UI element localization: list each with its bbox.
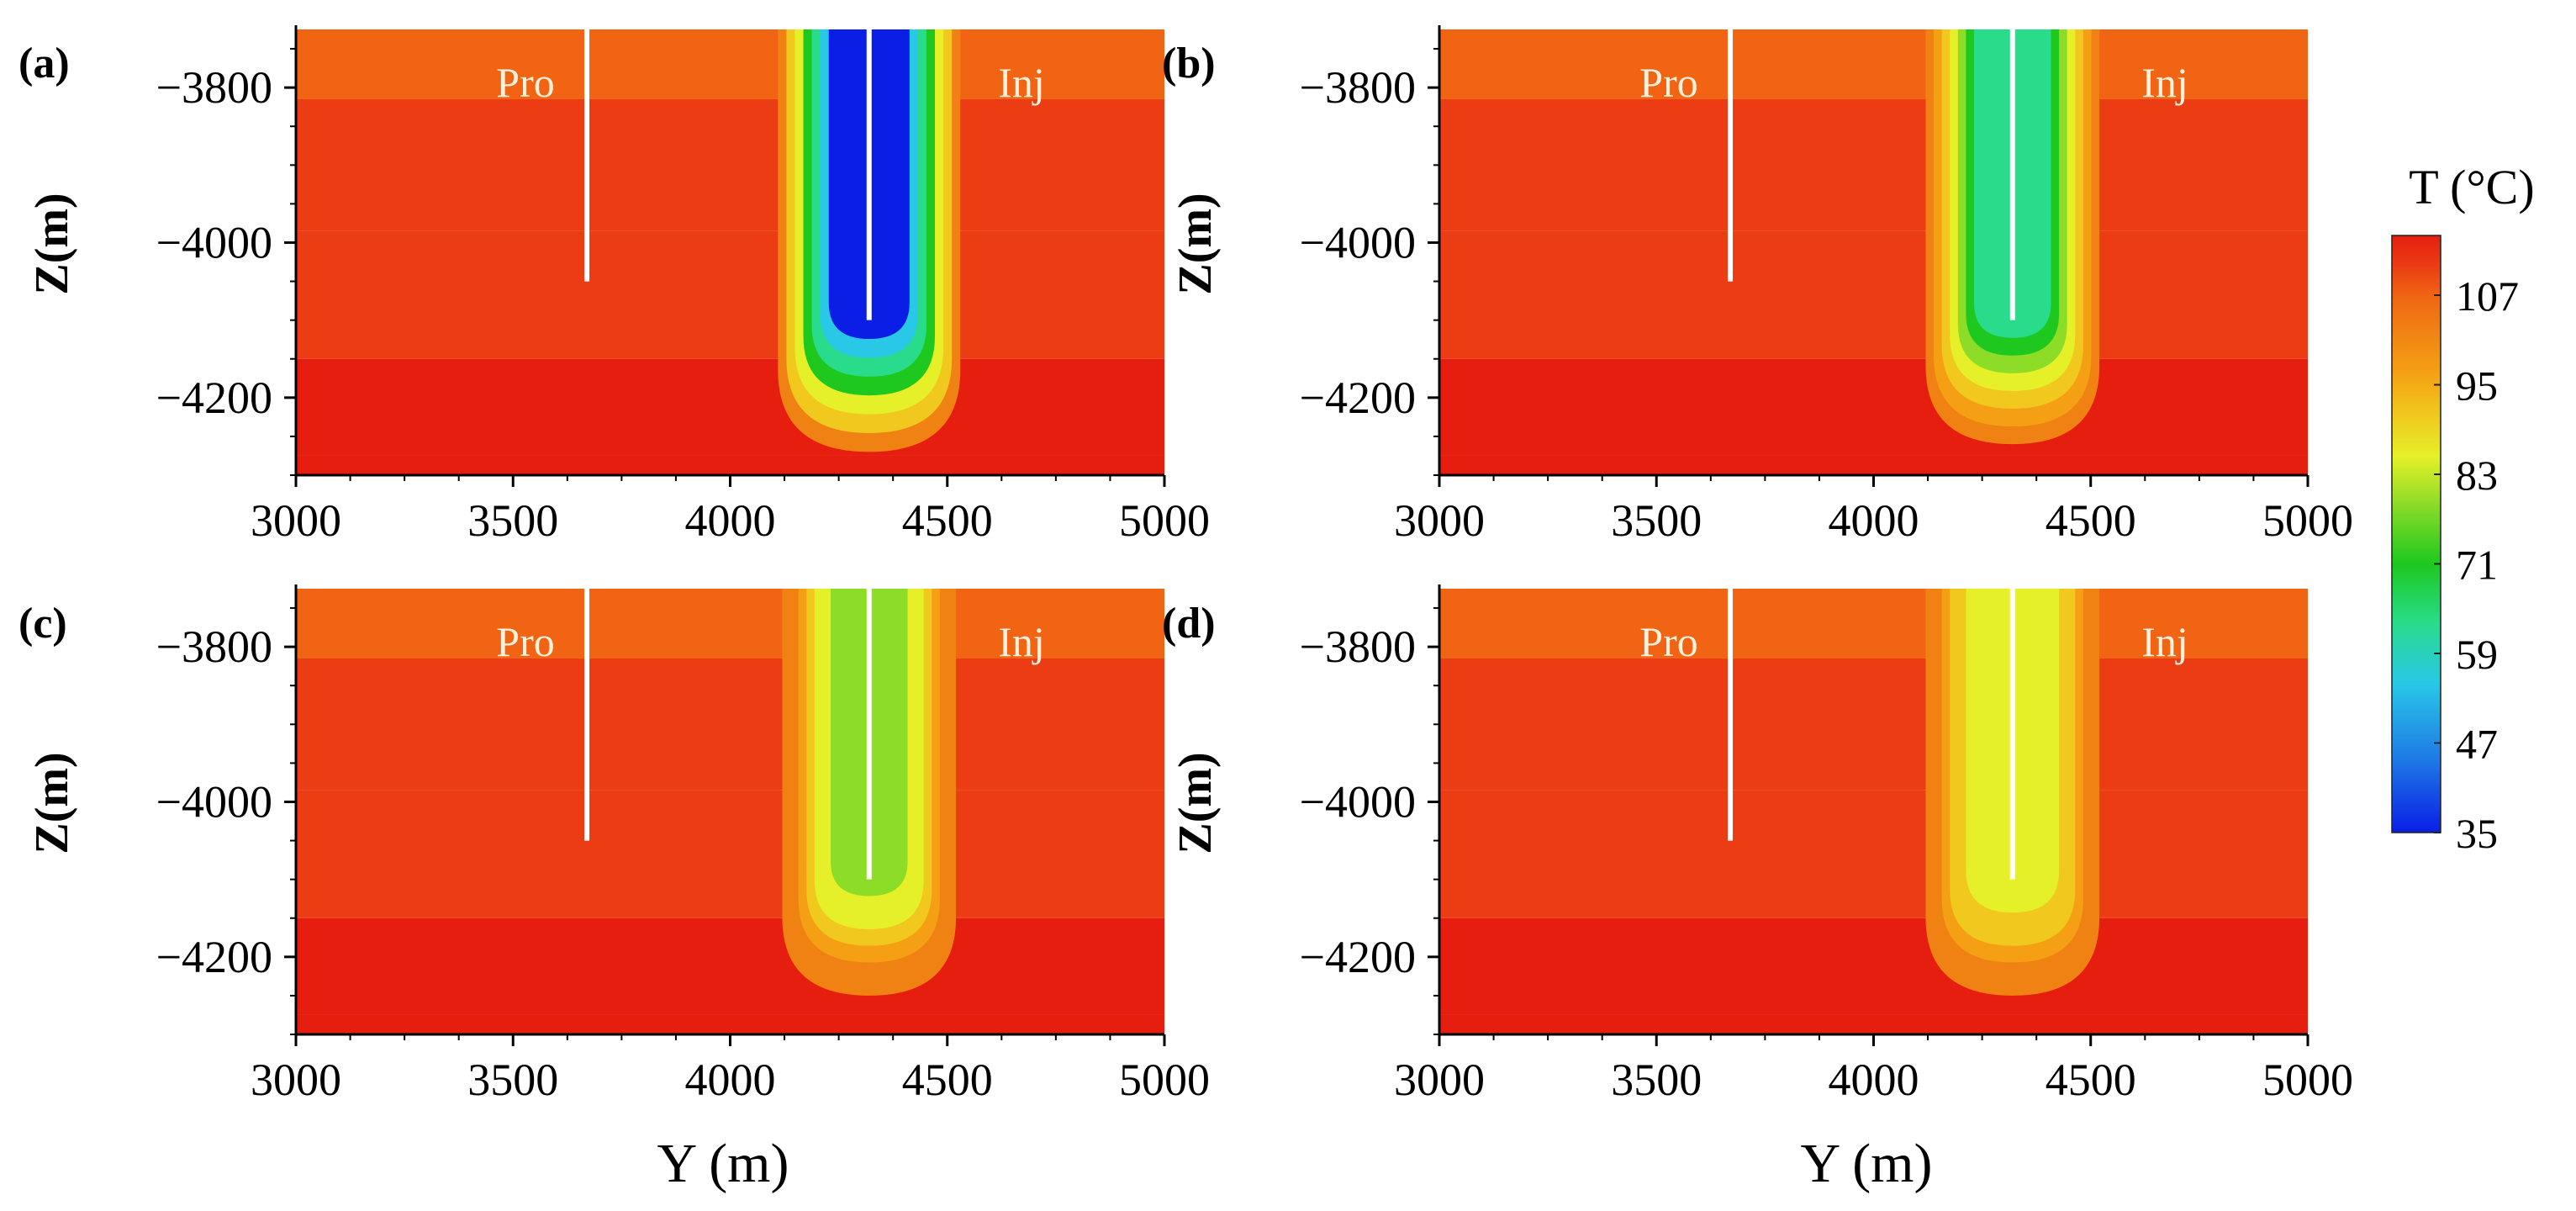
x-tick-label: 3000 xyxy=(1394,495,1485,546)
colorbar-gradient xyxy=(2391,235,2441,833)
x-tick-label: 5000 xyxy=(2262,1055,2353,1105)
x-tick-label: 5000 xyxy=(2262,495,2353,546)
colorbar-tick-label: 107 xyxy=(2456,272,2519,320)
panel-b-injector-label: Inj xyxy=(2141,59,2188,106)
panel-c-producer-label: Pro xyxy=(496,618,554,665)
x-tick-label: 4500 xyxy=(902,495,993,546)
temp-band-1 xyxy=(1439,589,2308,658)
colorbar-title: T (°C) xyxy=(2409,160,2534,214)
temp-band-2 xyxy=(1439,98,2308,231)
x-tick-label: 4500 xyxy=(2045,495,2136,546)
temp-band-1 xyxy=(296,589,1164,658)
colorbar-tick-label: 35 xyxy=(2456,810,2498,857)
x-tick-label: 4000 xyxy=(1829,1055,1919,1105)
colorbar: T (°C) 107 95 83 71 59 47 35 xyxy=(2391,160,2535,857)
y-tick-label: −4000 xyxy=(156,217,272,267)
x-tick-label: 4000 xyxy=(1829,495,1919,546)
colorbar-ticks: 107 95 83 71 59 47 35 xyxy=(2434,272,2519,857)
panel-b-label: (b) xyxy=(1162,40,1216,87)
x-tick-label: 3500 xyxy=(1611,1055,1702,1105)
y-tick-label: −4000 xyxy=(1300,776,1416,827)
panel-d-injector-label: Inj xyxy=(2141,618,2188,665)
panel-c-x-axis-title: Y (m) xyxy=(657,1133,789,1194)
x-tick-label: 4000 xyxy=(685,495,776,546)
x-tick-label: 5000 xyxy=(1119,1055,1210,1105)
panel-c-temperature-field xyxy=(296,589,1164,1034)
y-tick-label: −3800 xyxy=(156,62,272,113)
panel-b-temperature-field xyxy=(1439,29,2308,475)
panel-a-axes: 3000 3500 4000 4500 5000 −3800 −4000 −4200 xyxy=(156,25,1210,546)
panel-d-label: (d) xyxy=(1162,600,1216,648)
temp-band-4 xyxy=(296,918,1164,1015)
y-tick-label: −3800 xyxy=(156,621,272,672)
temp-band-1 xyxy=(1439,29,2308,99)
temp-band-1 xyxy=(296,29,1164,99)
colorbar-tick-label: 71 xyxy=(2456,542,2498,589)
y-tick-label: −4000 xyxy=(1300,217,1416,267)
y-tick-label: −4200 xyxy=(1300,373,1416,423)
y-tick-label: −4000 xyxy=(156,776,272,827)
y-tick-label: −4200 xyxy=(156,932,272,982)
panel-a-temperature-field xyxy=(296,29,1164,475)
panel-a-producer-label: Pro xyxy=(496,59,554,106)
panel-b-producer-label: Pro xyxy=(1639,59,1697,106)
panel-d-temperature-field xyxy=(1439,589,2308,1034)
temp-band-5 xyxy=(296,455,1164,475)
temp-band-2 xyxy=(296,658,1164,791)
x-tick-label: 5000 xyxy=(1119,495,1210,546)
panel-a: (a) 3000 3500 4000 4500 5000−3800−4000−4200 … xyxy=(18,25,1210,546)
temp-band-5 xyxy=(296,1014,1164,1034)
y-tick-label: −4200 xyxy=(1300,932,1416,982)
temp-band-2 xyxy=(1439,658,2308,791)
colorbar-tick-label: 83 xyxy=(2456,452,2498,499)
x-tick-label: 3000 xyxy=(251,1055,341,1105)
colorbar-tick-label: 47 xyxy=(2456,721,2498,768)
x-tick-label: 3500 xyxy=(1611,495,1702,546)
panel-d-y-axis-title: Z(m) xyxy=(1169,752,1222,854)
panel-c: (c) 3000 3500 4000 4500 5000−3800−4000−4200 … xyxy=(18,584,1210,1194)
x-tick-label: 3000 xyxy=(251,495,341,546)
panel-b: (b) 3000 3500 4000 4500 5000−3800−4000−4200 … xyxy=(1162,25,2353,546)
colorbar-tick-label: 95 xyxy=(2456,362,2498,410)
panel-d-x-axis-title: Y (m) xyxy=(1800,1133,1932,1194)
x-tick-label: 4500 xyxy=(902,1055,993,1105)
x-tick-label: 3500 xyxy=(467,1055,558,1105)
panel-d: (d) 3000 3500 4000 4500 5000−3800−4000−4200 … xyxy=(1162,584,2353,1194)
y-tick-label: −4200 xyxy=(156,373,272,423)
panel-b-axes: 3000 3500 4000 4500 5000 −3800 −4000 −4200 xyxy=(1300,25,2353,546)
panel-c-injector-label: Inj xyxy=(998,618,1045,665)
colorbar-tick-label: 59 xyxy=(2456,631,2498,678)
temp-band-3 xyxy=(296,230,1164,359)
temp-band-3 xyxy=(296,790,1164,918)
temp-band-4 xyxy=(1439,358,2308,456)
y-tick-label: −3800 xyxy=(1300,62,1416,113)
x-tick-label: 4500 xyxy=(2045,1055,2136,1105)
panel-a-label: (a) xyxy=(18,40,70,87)
panel-a-injector-label: Inj xyxy=(998,59,1045,106)
panel-b-y-axis-title: Z(m) xyxy=(1169,193,1222,294)
panel-d-axes: 3000 3500 4000 4500 5000 −3800 −4000 −4200 xyxy=(1300,584,2353,1105)
temp-band-5 xyxy=(1439,1014,2308,1034)
panel-a-y-axis-title: Z(m) xyxy=(26,193,78,294)
temp-band-2 xyxy=(296,98,1164,231)
y-tick-label: −3800 xyxy=(1300,621,1416,672)
x-tick-label: 3500 xyxy=(467,495,558,546)
temp-band-3 xyxy=(1439,230,2308,359)
panel-c-y-axis-title: Z(m) xyxy=(26,752,78,854)
temp-band-4 xyxy=(1439,918,2308,1015)
temp-band-4 xyxy=(296,358,1164,456)
panel-d-producer-label: Pro xyxy=(1639,618,1697,665)
panel-c-label: (c) xyxy=(18,600,67,648)
x-tick-label: 3000 xyxy=(1394,1055,1485,1105)
temp-band-3 xyxy=(1439,790,2308,918)
x-tick-label: 4000 xyxy=(685,1055,776,1105)
panel-c-axes: 3000 3500 4000 4500 5000 −3800 −4000 −4200 xyxy=(156,584,1210,1105)
temp-band-5 xyxy=(1439,455,2308,475)
